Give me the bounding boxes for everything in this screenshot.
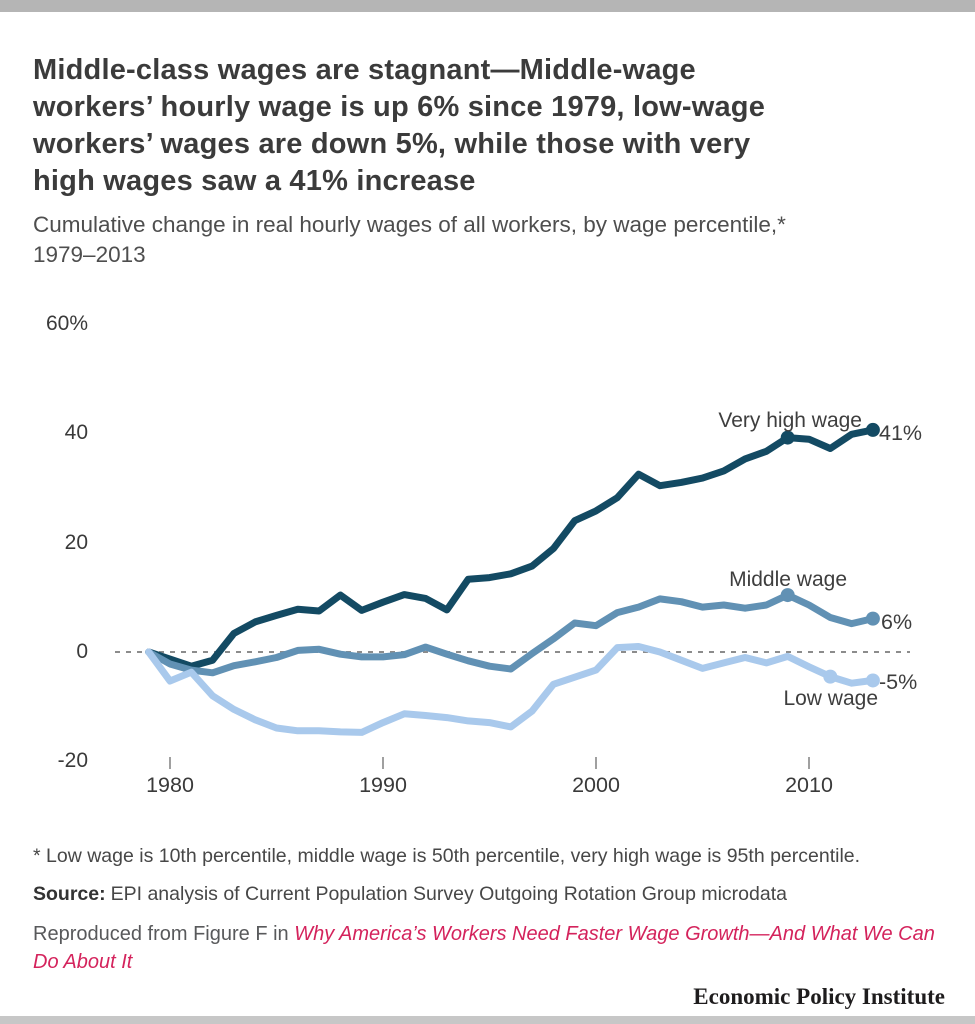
chart-area: 60% 40 20 0 -20 1980 1990 2000 2010 Very high w… [0,300,975,830]
report-link[interactable]: Why America’s Workers Need Faster Wage G… [33,923,935,973]
source-line: Source: EPI analysis of Current Populatio… [33,882,945,907]
marker-low-wage-2013 [865,673,880,688]
x-tick-label-1980: 1980 [146,773,194,797]
chart-subtitle: Cumulative change in real hourly wages o… [33,210,945,270]
source-label: Source: [33,883,106,905]
end-value-middle-wage: 6% [881,610,913,634]
header: Middle-class wages are stagnant—Middle-w… [0,0,975,270]
marker-middle-wage-2009 [780,588,795,603]
series-label-very-high-wage: Very high wage [718,409,862,432]
marker-very-high-wage-2009 [780,430,795,445]
subtitle-line-1: Cumulative change in real hourly wages o… [33,212,786,237]
title-line-2: workers’ hourly wage is up 6% since 1979… [33,91,766,123]
y-tick-label-20: 20 [64,530,88,554]
y-tick-label-60: 60% [45,311,88,335]
series-label-middle-wage: Middle wage [729,568,847,591]
footer: * Low wage is 10th percentile, middle wa… [0,844,975,1010]
x-tick-label-2010: 2010 [785,773,833,797]
source-text: EPI analysis of Current Population Surve… [110,883,787,905]
subtitle-line-2: 1979–2013 [33,242,146,267]
y-tick-label-0: 0 [76,640,88,663]
marker-low-wage-2011 [823,669,838,684]
title-line-1: Middle-class wages are stagnant—Middle-w… [33,54,696,86]
reproduced-prefix: Reproduced from Figure F in [33,923,295,945]
chart-title: Middle-class wages are stagnant—Middle-w… [33,52,945,200]
x-tick-label-2000: 2000 [572,773,620,797]
y-tick-label--20: -20 [57,749,88,773]
footnote: * Low wage is 10th percentile, middle wa… [33,845,861,867]
reproduced-line: Reproduced from Figure F in Why America’… [33,920,945,976]
line-low-wage [145,643,877,736]
x-tick-label-1990: 1990 [359,773,407,797]
line-chart-canvas [115,422,910,769]
epi-wordmark: Economic Policy Institute [693,984,945,1009]
marker-very-high-wage-2013 [865,422,880,437]
line-middle-wage [145,591,877,677]
end-value-low-wage: -5% [879,670,918,694]
top-accent-bar [0,0,975,12]
end-value-very-high-wage: 41% [879,421,923,445]
series-label-low-wage: Low wage [783,687,878,710]
title-line-4: high wages saw a 41% increase [33,165,476,197]
bottom-accent-bar [0,1016,975,1024]
y-tick-label-40: 40 [64,421,88,445]
line-very-high-wage [145,426,877,670]
marker-middle-wage-2013 [865,611,880,626]
title-line-3: workers’ wages are down 5%, while those … [33,128,751,160]
